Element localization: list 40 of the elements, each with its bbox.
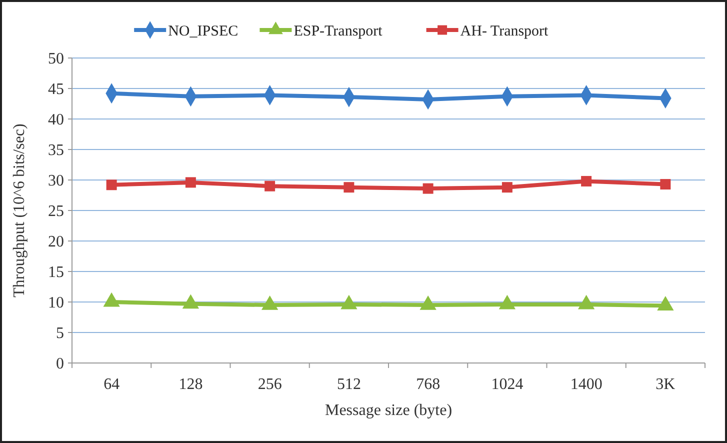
point [344, 182, 354, 193]
legend-label: AH- Transport [460, 23, 550, 40]
point [106, 180, 117, 190]
point [103, 292, 120, 307]
x-tick-label: 1400 [570, 376, 602, 393]
y-tick-label: 25 [48, 203, 64, 220]
y-tick-label: 35 [48, 142, 64, 160]
y-tick-label: 20 [48, 234, 64, 251]
point [182, 294, 200, 309]
y-axis-title: Throughput (10^6 bits/sec) [11, 124, 28, 298]
point [581, 176, 592, 186]
point [657, 296, 674, 310]
y-tick-label: 5 [56, 325, 64, 342]
x-tick-label: 768 [416, 376, 440, 393]
y-tick-label: 30 [48, 172, 64, 190]
point [340, 294, 358, 310]
point [185, 177, 196, 188]
x-tick-label: 64 [104, 376, 120, 393]
y-tick-label: 50 [48, 50, 64, 68]
y-tick-label: 15 [48, 264, 64, 282]
x-axis-title: Message size (byte) [324, 402, 452, 419]
y-tick-label: 10 [48, 294, 64, 312]
y-tick-label: 45 [48, 81, 64, 98]
point [264, 180, 276, 192]
x-tick-label: 1024 [491, 376, 524, 393]
x-tick-label: 512 [336, 376, 361, 393]
point [420, 295, 436, 310]
point [578, 294, 595, 310]
x-tick-label: 3K [656, 376, 676, 393]
x-tick-label: 256 [258, 376, 282, 393]
y-tick-label: 0 [56, 356, 64, 373]
point [660, 179, 671, 190]
legend-label: NO_IPSEC [168, 23, 238, 40]
legend-label: ESP-Transport [294, 23, 384, 40]
x-tick-label: 128 [178, 376, 203, 393]
y-tick-label: 40 [48, 112, 64, 129]
point [422, 183, 434, 194]
point [261, 295, 278, 310]
point [498, 294, 516, 310]
point [502, 182, 512, 193]
